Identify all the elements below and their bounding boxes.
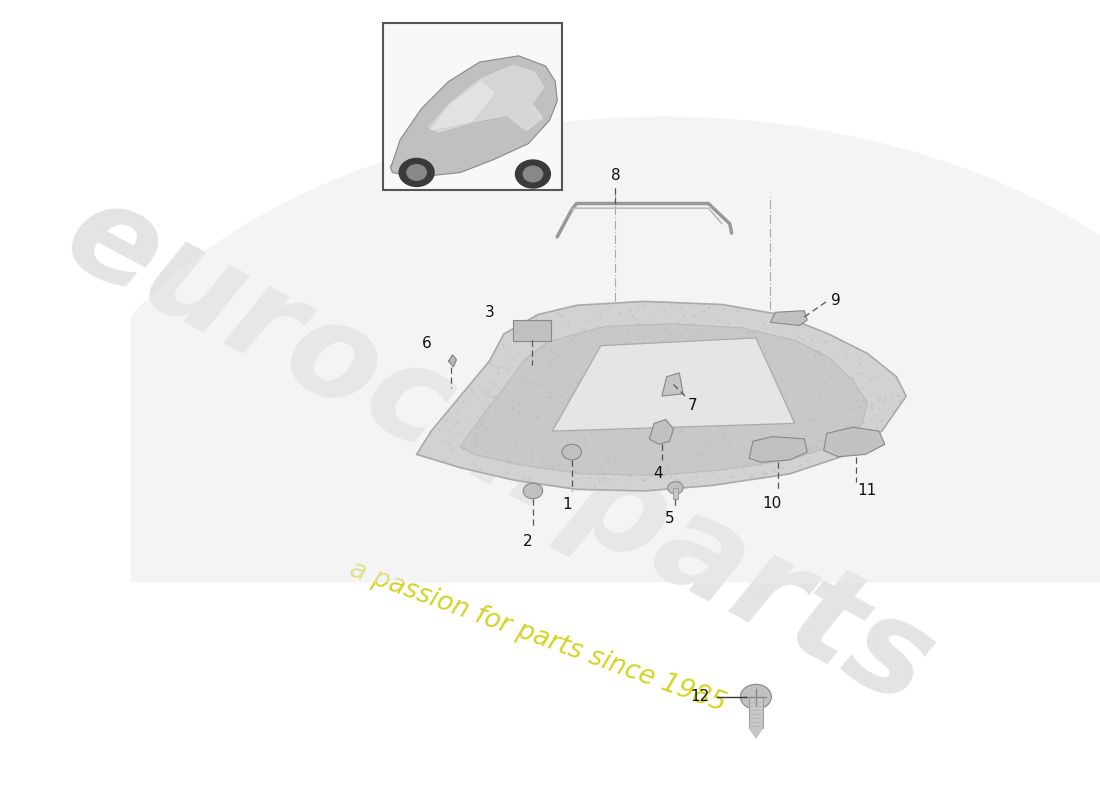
Polygon shape bbox=[65, 117, 1100, 582]
Polygon shape bbox=[390, 56, 558, 177]
Text: 12: 12 bbox=[690, 690, 710, 704]
Circle shape bbox=[399, 158, 435, 186]
Text: 6: 6 bbox=[421, 336, 431, 351]
Text: eurocarparts: eurocarparts bbox=[44, 169, 954, 733]
Polygon shape bbox=[431, 82, 494, 130]
FancyBboxPatch shape bbox=[513, 320, 551, 341]
Text: 11: 11 bbox=[858, 483, 877, 498]
Circle shape bbox=[562, 444, 582, 460]
Bar bbox=[672, 488, 679, 499]
Text: 1: 1 bbox=[562, 497, 572, 512]
Circle shape bbox=[524, 166, 542, 182]
Text: 7: 7 bbox=[688, 398, 697, 413]
Polygon shape bbox=[649, 419, 673, 444]
Circle shape bbox=[668, 482, 683, 494]
Circle shape bbox=[516, 160, 550, 188]
Polygon shape bbox=[427, 64, 546, 134]
Polygon shape bbox=[552, 338, 794, 431]
Text: 5: 5 bbox=[664, 511, 674, 526]
Circle shape bbox=[407, 165, 427, 180]
Text: 4: 4 bbox=[653, 466, 663, 481]
Polygon shape bbox=[749, 728, 762, 738]
FancyBboxPatch shape bbox=[383, 23, 562, 190]
Polygon shape bbox=[449, 355, 456, 366]
Text: 8: 8 bbox=[610, 167, 620, 182]
Polygon shape bbox=[749, 437, 807, 462]
Circle shape bbox=[524, 483, 542, 498]
Polygon shape bbox=[662, 373, 683, 396]
Text: a passion for parts since 1985: a passion for parts since 1985 bbox=[346, 557, 729, 718]
Text: 10: 10 bbox=[762, 495, 782, 510]
Bar bbox=[749, 697, 762, 728]
Polygon shape bbox=[460, 324, 868, 475]
Polygon shape bbox=[417, 302, 906, 491]
Polygon shape bbox=[508, 105, 542, 130]
Text: 9: 9 bbox=[830, 293, 840, 308]
Polygon shape bbox=[824, 427, 884, 457]
Text: 3: 3 bbox=[484, 305, 494, 320]
Circle shape bbox=[740, 684, 771, 709]
Text: 2: 2 bbox=[524, 534, 532, 550]
Polygon shape bbox=[770, 310, 807, 326]
